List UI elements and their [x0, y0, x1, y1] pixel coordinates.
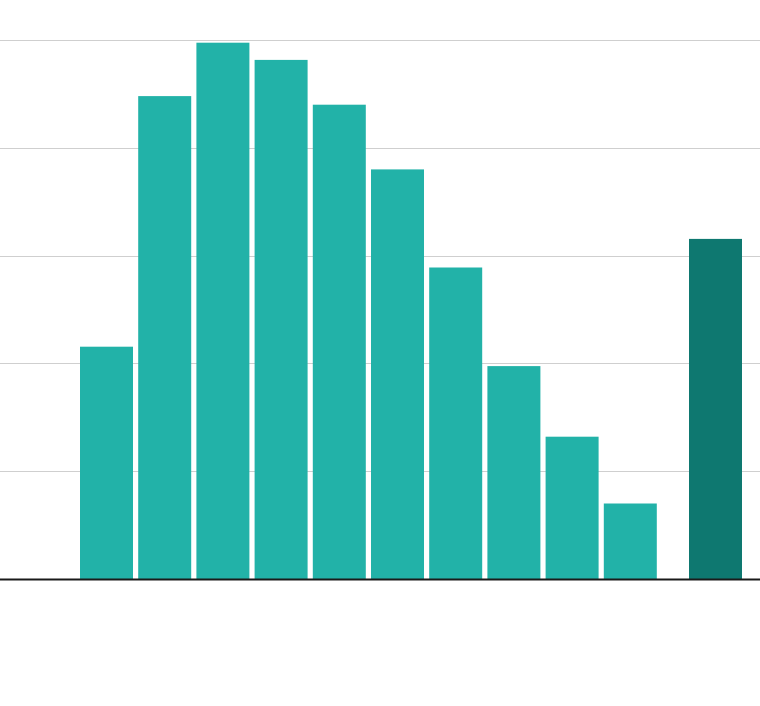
bar [196, 42, 250, 579]
bar [80, 346, 133, 579]
bar [487, 366, 541, 579]
bar [254, 59, 308, 579]
bar [545, 436, 599, 579]
bar [312, 104, 366, 579]
bar [603, 503, 657, 579]
bar [429, 267, 483, 579]
bar [371, 169, 424, 579]
bars [80, 42, 742, 579]
bar [138, 96, 192, 579]
bar-highlight [689, 238, 742, 579]
